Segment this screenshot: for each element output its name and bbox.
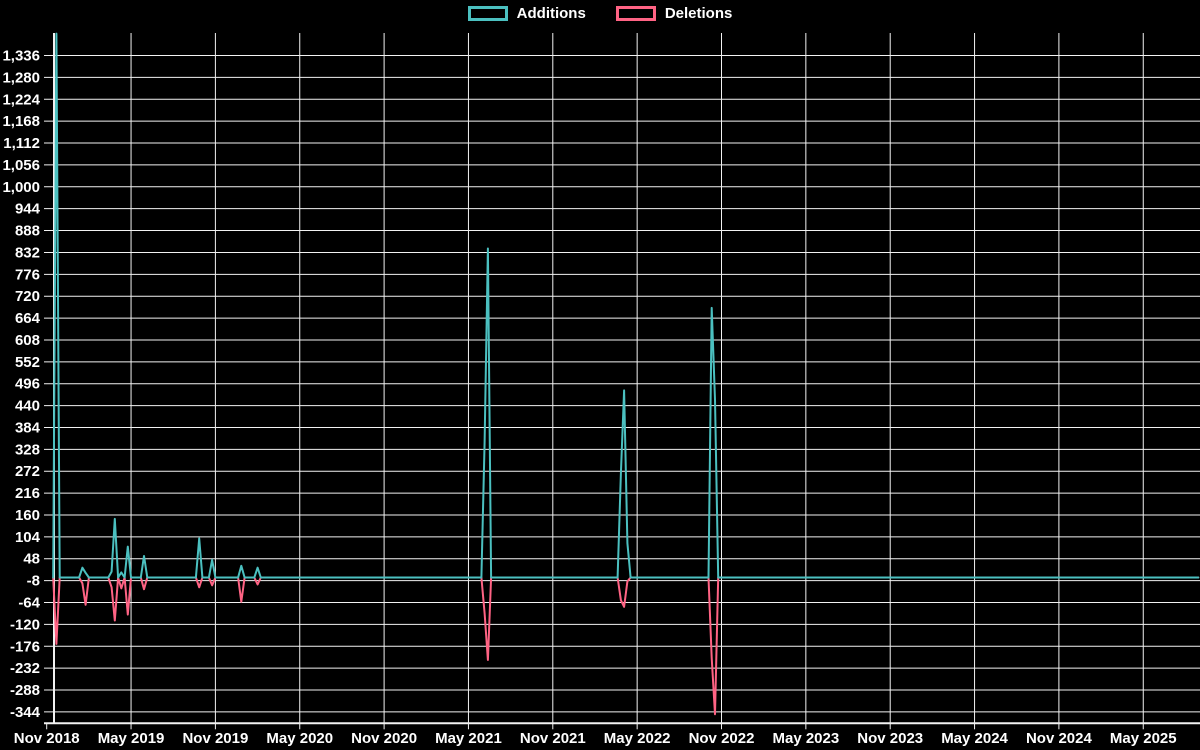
x-tick-label: May 2020 xyxy=(266,730,333,747)
x-tick-label: Nov 2019 xyxy=(182,730,248,747)
x-tick-label: May 2023 xyxy=(772,730,839,747)
y-tick-label: -64 xyxy=(18,595,40,612)
deletions-swatch-icon xyxy=(615,6,656,21)
x-tick-label: Nov 2021 xyxy=(520,730,586,747)
chart-legend: Additions Deletions xyxy=(0,6,1200,21)
y-tick-label: 552 xyxy=(15,354,40,371)
y-tick-label: 832 xyxy=(15,244,40,261)
y-tick-label: -288 xyxy=(10,682,40,699)
additions-line[interactable] xyxy=(52,32,1200,579)
y-tick-label: 1,112 xyxy=(3,135,40,152)
x-tick-label: May 2022 xyxy=(604,730,671,747)
y-tick-label: 1,168 xyxy=(2,113,40,130)
y-tick-label: 720 xyxy=(15,288,40,305)
x-tick-label: Nov 2020 xyxy=(351,730,417,747)
y-tick-label: -120 xyxy=(10,616,40,633)
y-tick-label: 384 xyxy=(15,419,41,436)
y-tick-label: 328 xyxy=(15,441,40,458)
y-tick-label: 1,280 xyxy=(2,69,40,86)
y-tick-label: -176 xyxy=(10,638,40,655)
x-tick-label: May 2019 xyxy=(98,730,165,747)
deletions-legend-label: Deletions xyxy=(664,5,733,22)
y-tick-label: 48 xyxy=(23,551,40,568)
x-tick-label: Nov 2023 xyxy=(857,730,923,747)
y-tick-label: 1,336 xyxy=(2,48,40,65)
x-tick-label: Nov 2022 xyxy=(689,730,755,747)
y-tick-label: 944 xyxy=(15,201,41,218)
y-tick-label: 1,224 xyxy=(2,91,40,108)
x-tick-label: May 2021 xyxy=(435,730,502,747)
x-tick-label: Nov 2024 xyxy=(1026,730,1093,747)
y-tick-label: -232 xyxy=(10,660,40,677)
legend-item-additions[interactable]: Additions xyxy=(467,5,586,22)
y-tick-label: -8 xyxy=(27,573,40,590)
y-tick-label: 1,000 xyxy=(2,179,40,196)
y-tick-label: 776 xyxy=(15,266,40,283)
y-tick-label: 216 xyxy=(15,485,40,502)
y-tick-label: 440 xyxy=(15,398,40,415)
y-tick-label: -344 xyxy=(10,704,41,721)
x-tick-label: Nov 2018 xyxy=(14,730,80,747)
x-tick-label: May 2024 xyxy=(941,730,1008,747)
y-tick-label: 888 xyxy=(15,223,40,240)
x-tick-label: May 2025 xyxy=(1110,730,1177,747)
y-tick-label: 664 xyxy=(15,310,41,327)
y-tick-label: 1,056 xyxy=(2,157,40,174)
y-tick-label: 272 xyxy=(15,463,40,480)
additions-swatch-icon xyxy=(467,6,508,21)
legend-item-deletions[interactable]: Deletions xyxy=(615,5,733,22)
y-tick-label: 608 xyxy=(15,332,40,349)
y-tick-label: 496 xyxy=(15,376,40,393)
y-tick-label: 160 xyxy=(15,507,40,524)
y-tick-label: 104 xyxy=(15,529,41,546)
additions-legend-label: Additions xyxy=(516,5,586,22)
